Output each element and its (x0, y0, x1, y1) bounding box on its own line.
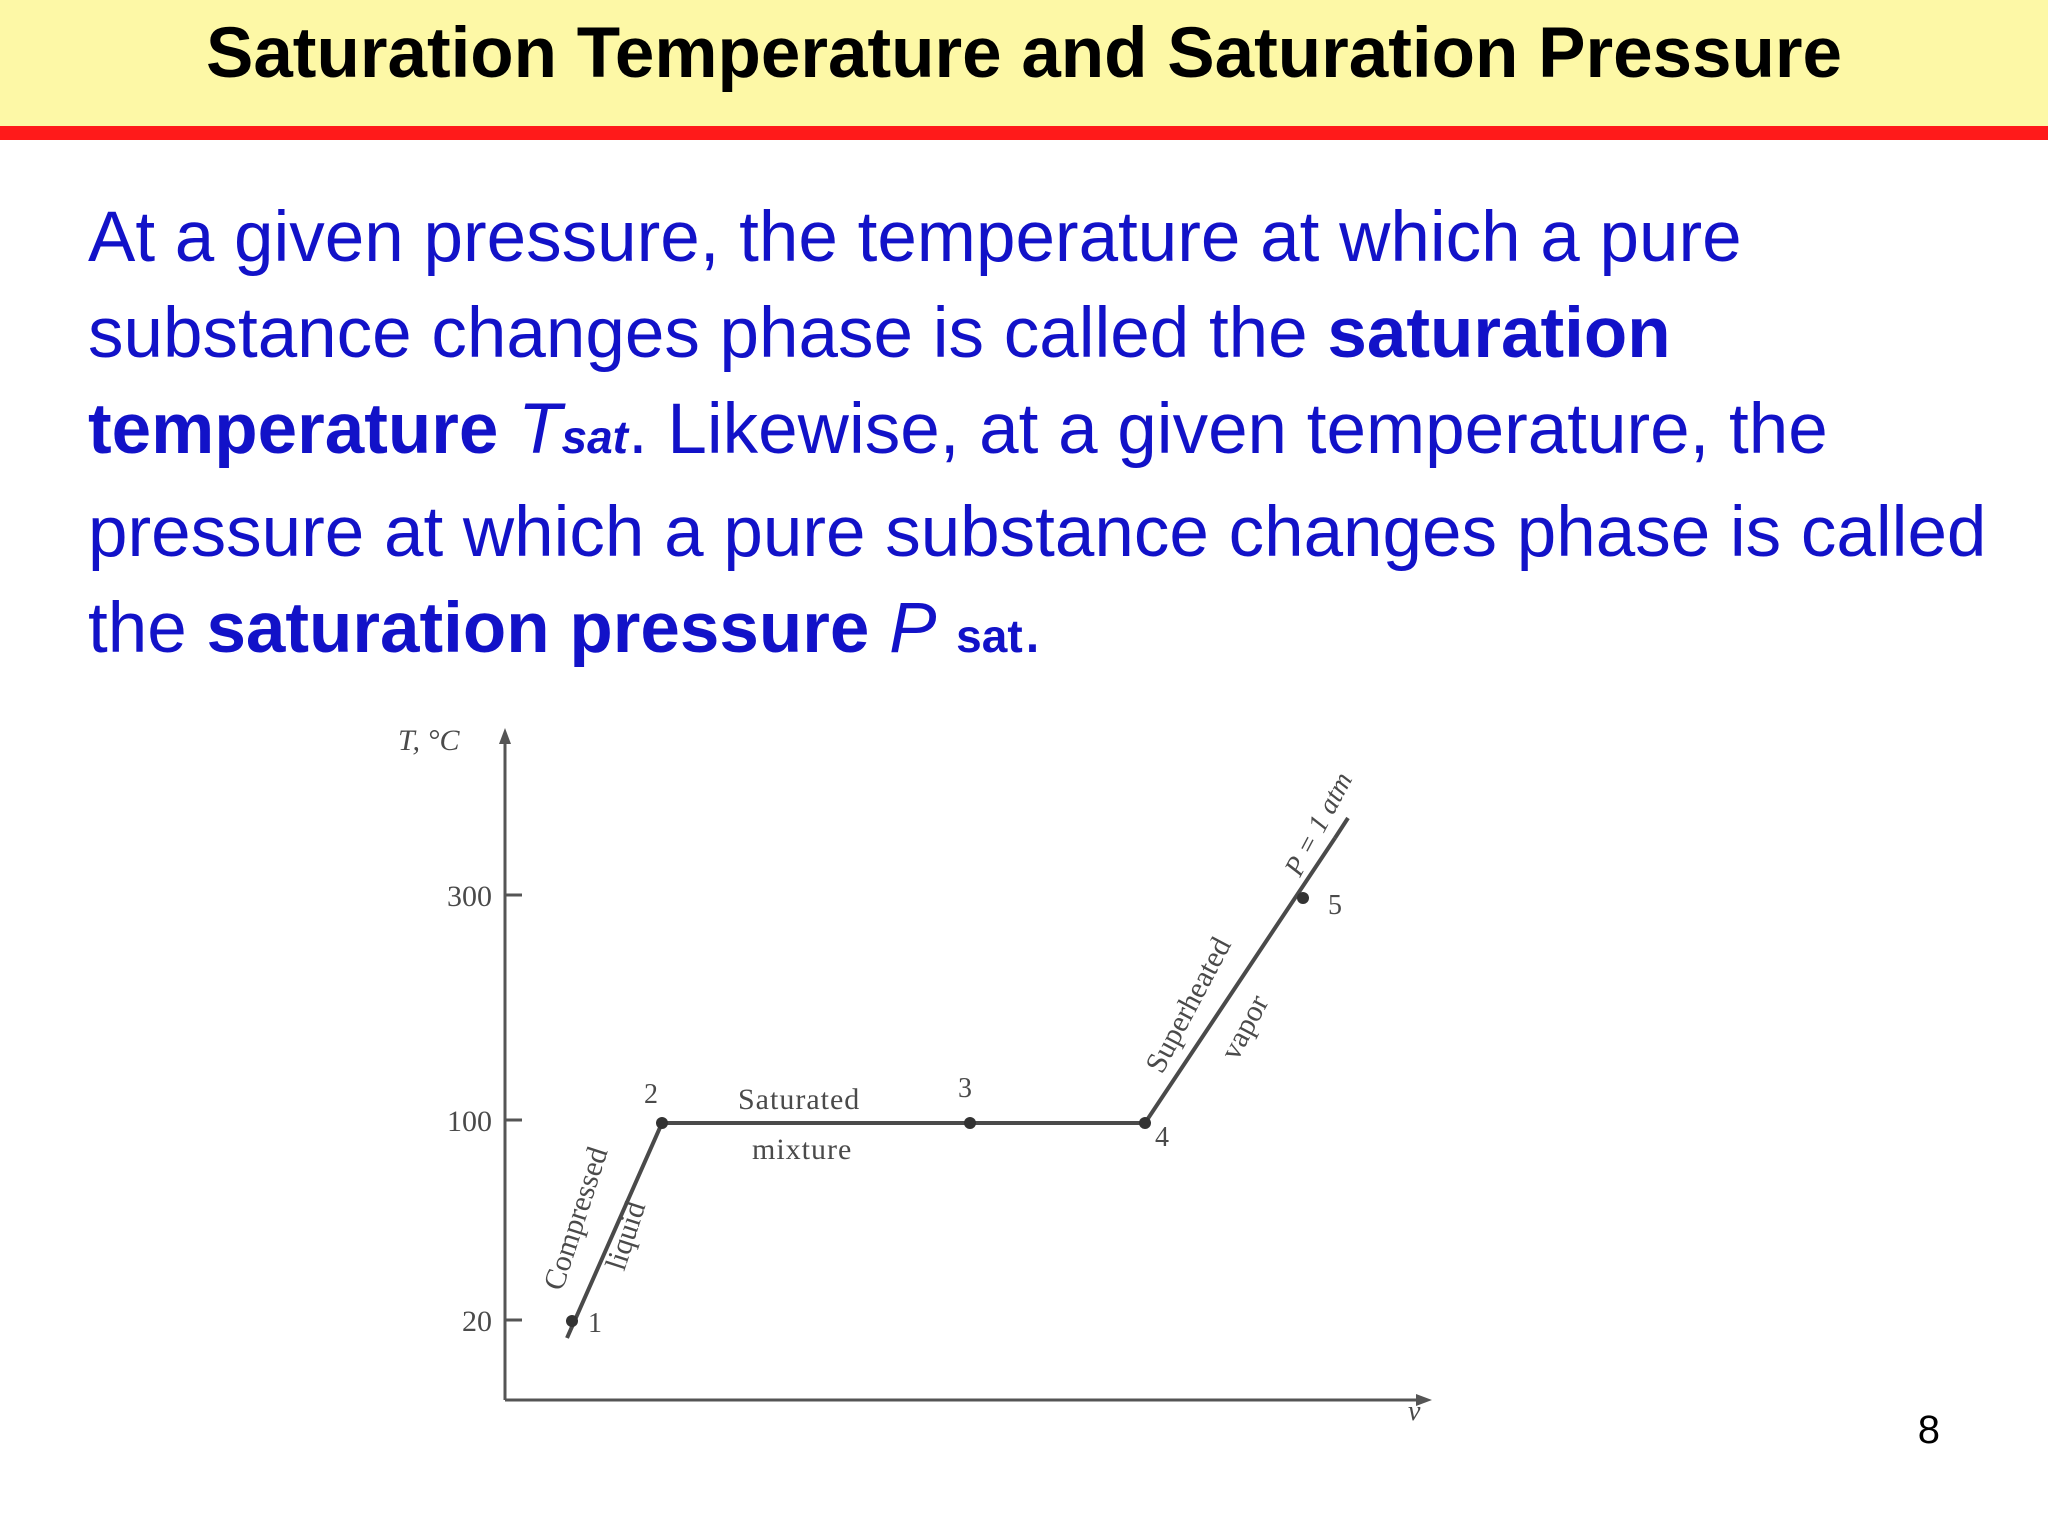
state-label-1: 1 (588, 1308, 602, 1339)
label-saturated: Saturated (738, 1083, 860, 1116)
x-axis-label: v (1408, 1396, 1421, 1427)
t-v-diagram: T, °C v 300 100 20 1 2 3 4 5 Saturated m… (398, 724, 1432, 1427)
state-label-4: 4 (1155, 1122, 1169, 1153)
state-label-5: 5 (1328, 890, 1342, 921)
symbol-p: P (889, 589, 937, 668)
subscript-sat-2: sat (956, 610, 1023, 662)
tick-label-20: 20 (462, 1305, 492, 1338)
y-axis-arrow (499, 728, 511, 744)
label-liquid: liquid (599, 1197, 652, 1274)
process-line-extension (1333, 816, 1350, 840)
state-label-3: 3 (958, 1073, 972, 1104)
label-mixture: mixture (752, 1133, 852, 1166)
state-point-1 (566, 1315, 578, 1327)
label-compressed: Compressed (537, 1143, 614, 1294)
tick-label-100: 100 (447, 1105, 492, 1138)
state-point-4 (1139, 1117, 1151, 1129)
state-label-2: 2 (644, 1079, 658, 1110)
x-axis-arrow (1416, 1394, 1432, 1406)
process-line (565, 836, 1337, 1339)
page-number: 8 (1917, 1408, 1940, 1452)
label-vapor: vapor (1214, 989, 1275, 1065)
term-saturation-pressure: saturation pressure (206, 589, 870, 668)
term-saturation-temperature: saturation temperature (88, 294, 1671, 469)
state-point-2 (656, 1117, 668, 1129)
tick-label-300: 300 (447, 880, 492, 913)
y-axis-label: T, °C (398, 724, 460, 757)
text-part-1: At a given pressure, the temperature at … (88, 198, 1742, 373)
subscript-sat-1: sat (561, 411, 628, 463)
state-point-3 (964, 1117, 976, 1129)
text-part-2: . Likewise, at a given temperature, the … (88, 390, 1987, 668)
symbol-t: T (518, 390, 562, 469)
title-bar: Saturation Temperature and Saturation Pr… (0, 0, 2048, 140)
slide-title: Saturation Temperature and Saturation Pr… (205, 14, 1843, 93)
text-part-3: . (1022, 589, 1043, 668)
state-point-5 (1297, 892, 1309, 904)
definition-paragraph: At a given pressure, the temperature at … (88, 190, 2008, 684)
